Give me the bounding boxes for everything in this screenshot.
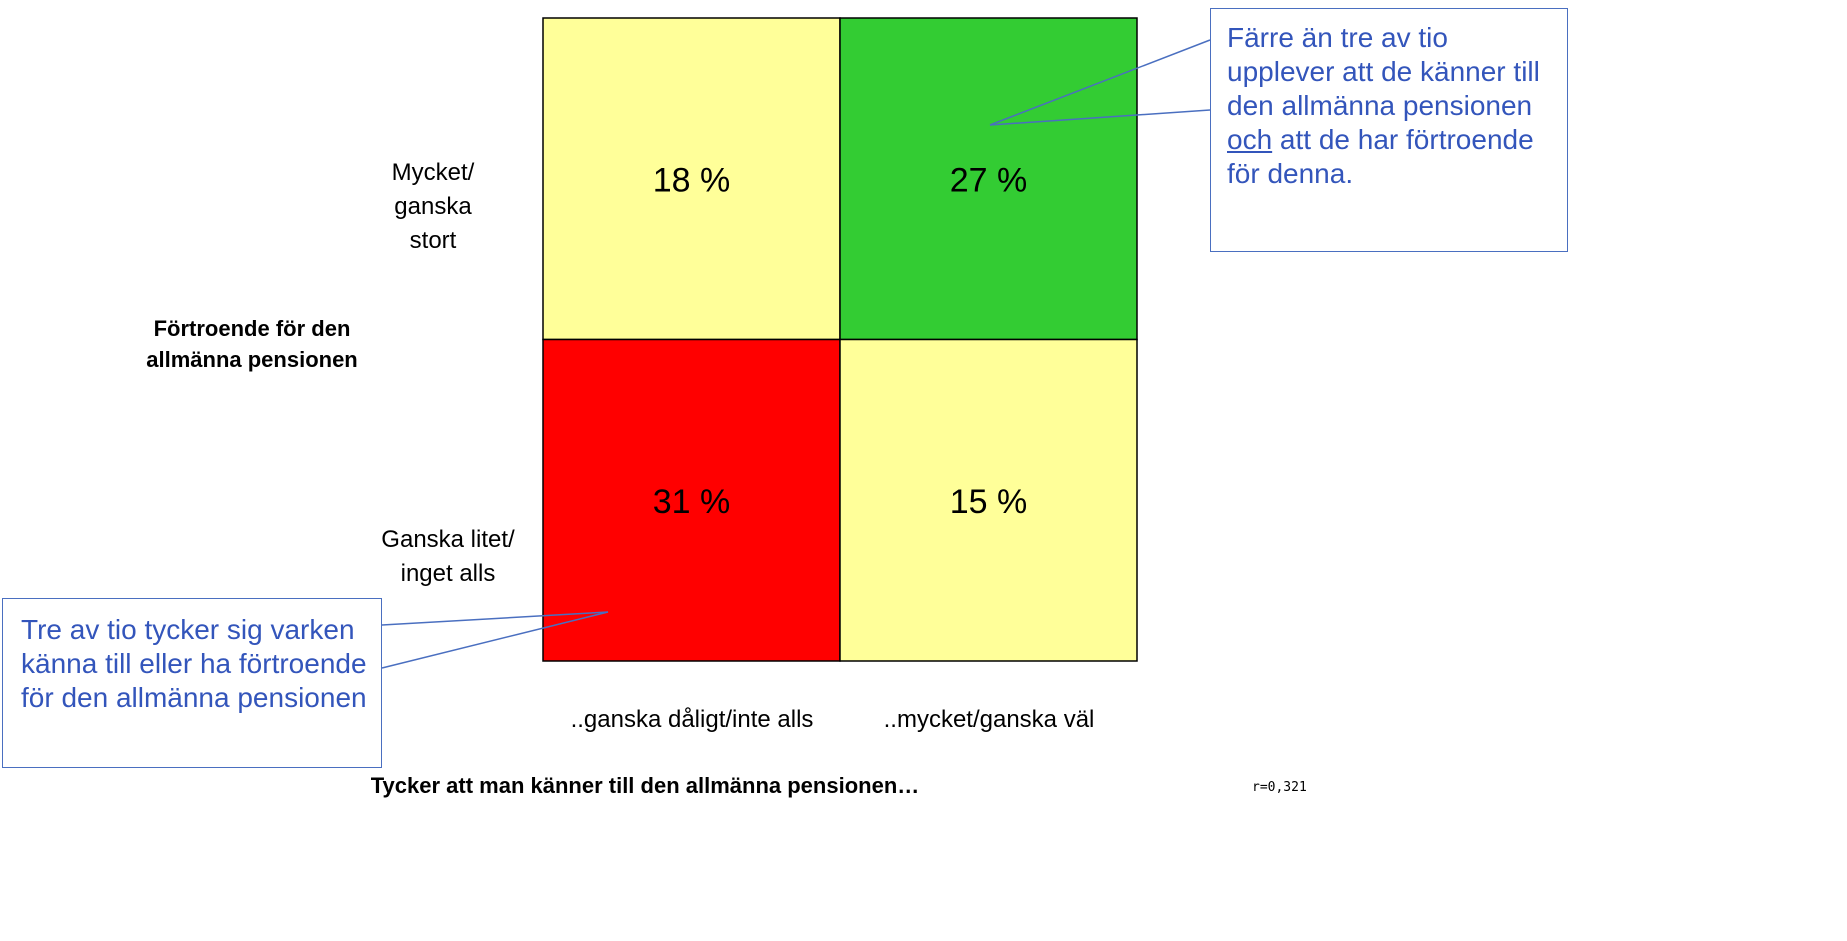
annotation-text: att de har förtroende för denna. [1227, 124, 1534, 189]
x-category: ..mycket/ganska väl [883, 706, 1095, 733]
cell [839, 338, 1138, 662]
y-category: Ganska litet/ inget alls [381, 526, 515, 587]
pointer [989, 39, 1211, 126]
y-category: Mycket/ ganska stort [391, 159, 475, 254]
value-label: 15 % [950, 483, 1028, 521]
cell [542, 338, 841, 662]
y-axis-label: Förtroende för den allmänna pensionen [146, 316, 358, 372]
pointer [381, 611, 609, 669]
value-label: 27 % [950, 162, 1028, 200]
x-axis-label: Tycker att man känner till den allmänna … [370, 773, 920, 798]
footnote: r=0,321 [1252, 780, 1307, 795]
annotation-text: Tre av tio tycker sig varken känna till … [21, 614, 367, 713]
annotation: Färre än tre av tio upplever att de känn… [1210, 8, 1568, 252]
annotation-text: Färre än tre av tio upplever att de känn… [1227, 22, 1540, 121]
value-label: 18 % [653, 162, 731, 200]
value-label: 31 % [653, 483, 731, 521]
x-category: ..ganska dåligt/inte alls [570, 706, 814, 733]
pointer [381, 611, 609, 626]
cell [542, 17, 841, 341]
annotation-text: och [1227, 124, 1273, 155]
cell [839, 17, 1138, 341]
pointer [989, 109, 1211, 126]
annotation: Tre av tio tycker sig varken känna till … [2, 598, 382, 768]
